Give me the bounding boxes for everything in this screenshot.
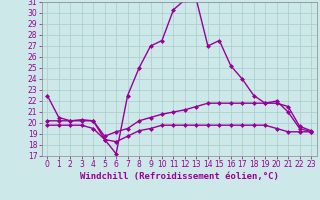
X-axis label: Windchill (Refroidissement éolien,°C): Windchill (Refroidissement éolien,°C) — [80, 172, 279, 181]
